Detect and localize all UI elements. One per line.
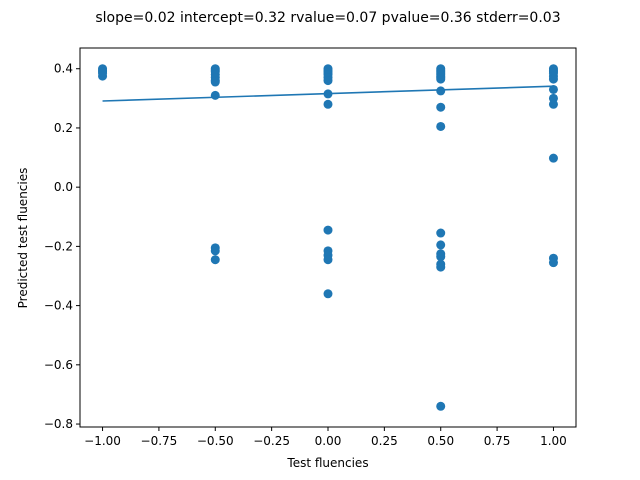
y-tick-label: −0.2 <box>44 239 73 253</box>
data-point-37 <box>436 74 446 84</box>
regression-line <box>102 85 554 102</box>
data-point-38 <box>436 86 446 96</box>
data-points <box>98 64 558 411</box>
data-point-12 <box>210 90 220 100</box>
data-point-53 <box>548 74 558 84</box>
x-tick-label: 1.00 <box>540 434 567 448</box>
x-tick-label: 0.25 <box>371 434 398 448</box>
x-tick-label: 0.50 <box>427 434 454 448</box>
x-tick-label: −0.25 <box>253 434 290 448</box>
y-tick-label: 0.2 <box>54 121 73 135</box>
data-point-22 <box>323 76 333 86</box>
data-point-54 <box>548 84 558 94</box>
data-point-41 <box>436 228 446 238</box>
data-point-59 <box>548 258 558 268</box>
x-tick-label: −0.50 <box>197 434 234 448</box>
chart-title: slope=0.02 intercept=0.32 rvalue=0.07 pv… <box>95 10 560 26</box>
y-tick-label: −0.6 <box>44 358 73 372</box>
y-tick-label: −0.4 <box>44 299 73 313</box>
data-point-40 <box>436 121 446 131</box>
x-tick-label: 0.00 <box>315 434 342 448</box>
data-point-47 <box>436 401 446 411</box>
y-tick-label: 0.4 <box>54 62 73 76</box>
x-axis: −1.00 −0.75 −0.50 −0.25 0.00 0.25 0.50 0.75 1.00 <box>84 427 567 448</box>
y-axis-label: Predicted test fluencies <box>16 168 30 309</box>
y-axis: −0.8 −0.6 −0.4 −0.2 0.0 0.2 0.4 <box>44 62 80 431</box>
data-point-28 <box>323 255 333 265</box>
regression-line-group <box>102 85 554 102</box>
x-axis-label: Test fluencies <box>286 456 368 470</box>
x-tick-label: −1.00 <box>84 434 121 448</box>
data-point-11 <box>210 77 220 87</box>
data-point-56 <box>548 99 558 109</box>
x-tick-label: −0.75 <box>141 434 178 448</box>
x-tick-label: 0.75 <box>484 434 511 448</box>
data-point-42 <box>436 240 446 250</box>
data-point-24 <box>323 99 333 109</box>
data-point-57 <box>548 153 558 163</box>
data-point-14 <box>210 246 220 256</box>
data-point-4 <box>98 71 108 81</box>
data-point-15 <box>210 255 220 265</box>
y-tick-label: −0.8 <box>44 417 73 431</box>
data-point-29 <box>323 289 333 299</box>
y-tick-label: 0.0 <box>54 180 73 194</box>
data-point-44 <box>436 252 446 262</box>
data-point-39 <box>436 102 446 112</box>
data-point-46 <box>436 262 446 272</box>
data-point-25 <box>323 225 333 235</box>
